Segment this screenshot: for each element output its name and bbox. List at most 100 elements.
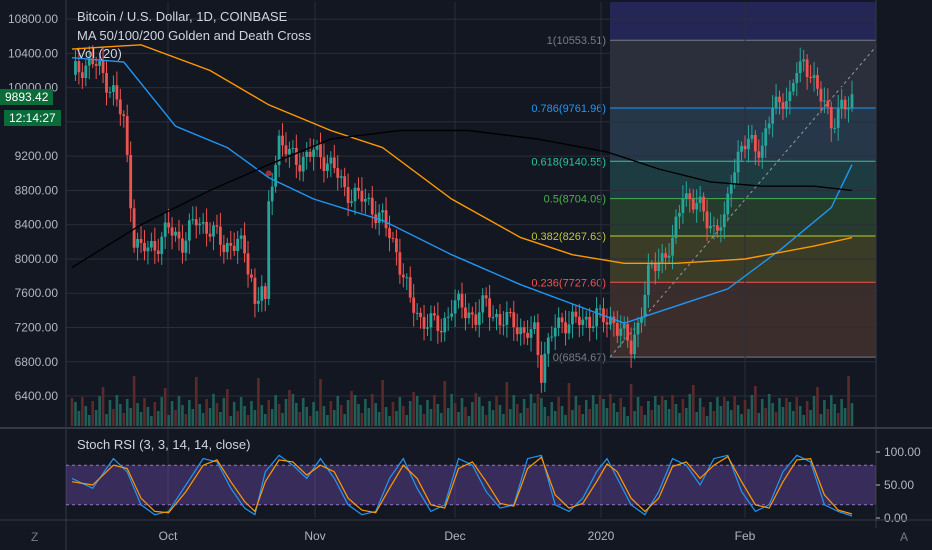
candle <box>805 54 809 90</box>
stoch-rsi-legend[interactable]: Stoch RSI (3, 3, 14, 14, close) <box>77 437 251 452</box>
candle <box>560 312 564 334</box>
volume-bar <box>219 412 222 426</box>
volume-bar <box>602 399 605 426</box>
candle <box>788 80 792 115</box>
candle-body <box>77 61 81 73</box>
price-tick-label: 6800.00 <box>15 355 59 369</box>
candle-body <box>595 308 599 327</box>
volume-bar <box>581 414 585 426</box>
volume-bar <box>543 407 547 426</box>
candle-body <box>674 216 678 238</box>
candle-body <box>688 193 692 200</box>
volume-bar <box>664 400 667 426</box>
volume-bar <box>550 402 554 426</box>
candle <box>146 240 150 265</box>
volume-bar <box>74 402 77 426</box>
candle-body <box>329 157 333 164</box>
candle-body <box>160 236 164 255</box>
candle-body <box>533 322 536 330</box>
volume-bar <box>464 407 467 426</box>
volume-bar <box>439 413 443 426</box>
volume-bar <box>519 413 522 426</box>
candle <box>753 130 757 165</box>
volume-bar <box>443 381 447 426</box>
candle-body <box>270 186 274 202</box>
volume-bar <box>705 416 709 426</box>
candle <box>757 139 761 166</box>
volume-bar <box>802 415 805 426</box>
volume-bar <box>201 413 205 426</box>
candle-body <box>622 324 626 329</box>
volume-bar <box>771 403 774 426</box>
candle <box>584 310 588 328</box>
volume-bar <box>647 401 650 426</box>
volume-bar <box>326 415 329 426</box>
volume-bar <box>850 403 854 426</box>
candle <box>819 81 823 114</box>
volume-bar <box>474 393 478 426</box>
candle <box>643 281 647 327</box>
volume-bar <box>343 414 346 426</box>
candle-body <box>363 198 367 202</box>
candle-body <box>208 233 212 237</box>
candle-body <box>298 164 302 172</box>
candle <box>505 301 509 338</box>
volume-bar <box>239 397 243 426</box>
volume-bar <box>540 398 543 426</box>
candle-body <box>153 241 157 251</box>
candle <box>681 185 685 224</box>
volume-bar <box>156 411 160 426</box>
volume-bar <box>805 401 809 426</box>
candle-body <box>678 212 681 217</box>
candle <box>481 288 485 324</box>
volume-bar <box>626 416 629 426</box>
candle <box>664 247 668 270</box>
candle-body <box>426 327 429 329</box>
candle <box>446 307 450 331</box>
candle-body <box>149 241 153 248</box>
volume-bar <box>398 397 402 426</box>
volume-bar <box>267 400 271 426</box>
candle-body <box>829 107 833 129</box>
candle <box>705 199 709 242</box>
candle-body <box>715 225 719 231</box>
volume-bar <box>360 413 364 426</box>
candle <box>636 317 640 348</box>
candle <box>470 306 474 329</box>
volume-bar <box>333 410 336 426</box>
volume-bar <box>754 386 757 426</box>
volume-bar <box>836 413 840 426</box>
candle <box>619 315 623 348</box>
candle <box>695 189 699 223</box>
candle <box>419 307 422 329</box>
candle <box>678 204 681 229</box>
candle <box>91 45 95 69</box>
fib-zone-0.786 <box>610 108 876 162</box>
candle <box>105 60 108 106</box>
volume-bar <box>395 411 398 426</box>
ma-legend[interactable]: MA 50/100/200 Golden and Death Cross <box>77 28 312 43</box>
auto-scale-button[interactable]: A <box>900 530 909 544</box>
candle <box>263 282 267 312</box>
candle <box>350 189 353 207</box>
candle-body <box>412 297 416 313</box>
volume-bar <box>574 396 578 426</box>
candle-body <box>388 228 391 239</box>
volume-bar <box>819 414 823 426</box>
candle-body <box>336 168 340 178</box>
candle-body <box>671 237 674 256</box>
candle-body <box>360 190 364 202</box>
fib-zone-0.236 <box>610 282 876 358</box>
candle <box>615 310 619 344</box>
candle <box>477 299 481 338</box>
volume-bar <box>132 376 136 426</box>
volume-bar <box>105 414 108 426</box>
candle-body <box>657 262 661 271</box>
volume-bar <box>422 414 426 426</box>
candle-body <box>132 208 136 248</box>
zoom-reset-button[interactable]: Z <box>31 530 39 544</box>
candle-body <box>722 214 726 228</box>
volume-legend[interactable]: Vol (20) <box>77 46 122 61</box>
candle-body <box>212 225 215 237</box>
